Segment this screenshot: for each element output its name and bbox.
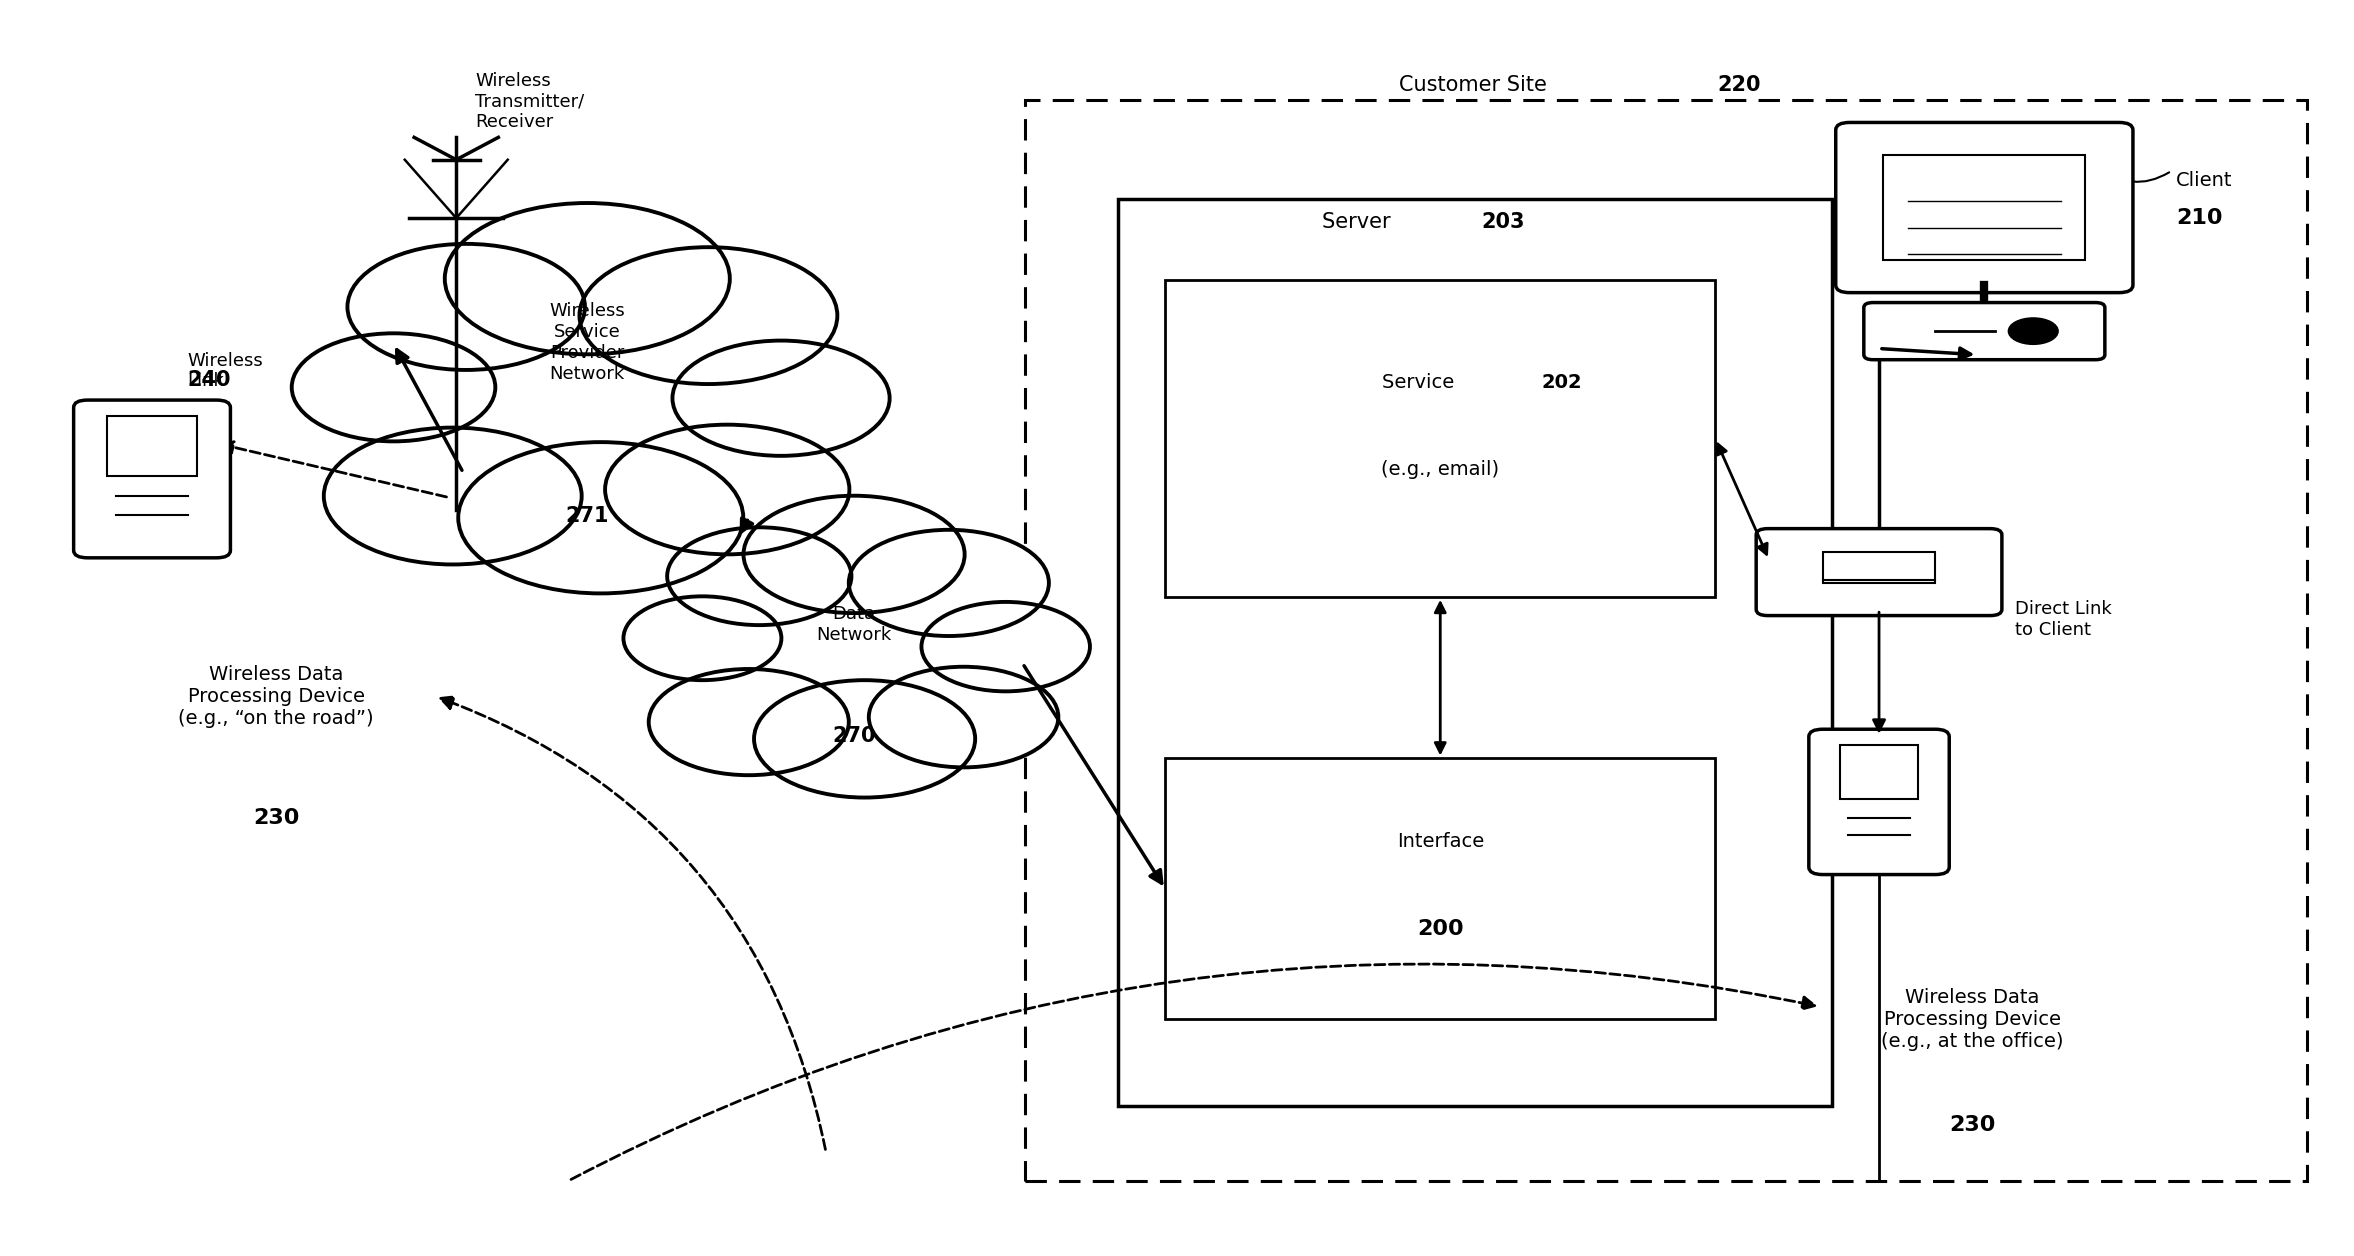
FancyArrowPatch shape xyxy=(440,697,826,1149)
Text: 270: 270 xyxy=(833,726,876,746)
Circle shape xyxy=(2008,318,2057,344)
Bar xyxy=(1118,200,1831,1107)
Circle shape xyxy=(325,427,581,564)
Bar xyxy=(1024,100,2307,1181)
FancyArrowPatch shape xyxy=(572,965,1815,1179)
Circle shape xyxy=(348,244,584,371)
Text: 230: 230 xyxy=(1949,1115,1996,1135)
Text: Server: Server xyxy=(1323,212,1398,232)
Circle shape xyxy=(744,496,965,613)
Text: 203: 203 xyxy=(1481,212,1525,232)
Text: 210: 210 xyxy=(2175,208,2222,229)
Circle shape xyxy=(445,203,730,354)
Text: 230: 230 xyxy=(252,808,299,828)
Bar xyxy=(1824,551,1935,583)
Circle shape xyxy=(753,681,975,798)
Text: Wireless
Link: Wireless Link xyxy=(186,352,264,391)
FancyBboxPatch shape xyxy=(1836,123,2133,293)
Circle shape xyxy=(650,669,850,775)
Text: Interface: Interface xyxy=(1396,833,1483,852)
Circle shape xyxy=(605,425,850,554)
Text: 220: 220 xyxy=(1718,75,1761,95)
Circle shape xyxy=(673,340,890,456)
Text: Customer Site: Customer Site xyxy=(1398,75,1554,95)
Text: Direct Link
to Client: Direct Link to Client xyxy=(2015,600,2112,639)
Circle shape xyxy=(920,602,1090,691)
Text: 200: 200 xyxy=(1417,918,1464,938)
Circle shape xyxy=(292,333,494,441)
FancyBboxPatch shape xyxy=(1864,303,2104,359)
Circle shape xyxy=(624,597,782,681)
FancyBboxPatch shape xyxy=(1756,529,2001,615)
Text: 240: 240 xyxy=(186,324,231,391)
Circle shape xyxy=(666,528,852,625)
Circle shape xyxy=(850,530,1050,636)
Bar xyxy=(1165,280,1716,597)
Circle shape xyxy=(459,442,744,593)
Bar xyxy=(1841,745,1919,799)
Text: Service: Service xyxy=(1382,373,1462,392)
Circle shape xyxy=(400,299,774,497)
Text: 202: 202 xyxy=(1542,373,1582,392)
Text: Data
Network: Data Network xyxy=(817,605,892,643)
Text: Client: Client xyxy=(2175,171,2232,191)
FancyBboxPatch shape xyxy=(1808,730,1949,874)
Text: (e.g., email): (e.g., email) xyxy=(1382,460,1499,479)
Bar xyxy=(106,416,198,476)
Text: Wireless
Service
Provider
Network: Wireless Service Provider Network xyxy=(548,303,626,383)
Text: Wireless Data
Processing Device
(e.g., “on the road”): Wireless Data Processing Device (e.g., “… xyxy=(179,666,374,728)
Circle shape xyxy=(709,570,998,723)
Bar xyxy=(1883,154,2086,260)
Bar xyxy=(1165,759,1716,1020)
FancyBboxPatch shape xyxy=(73,401,231,558)
Circle shape xyxy=(579,247,838,384)
Text: Wireless
Transmitter/
Receiver: Wireless Transmitter/ Receiver xyxy=(476,72,584,131)
Circle shape xyxy=(869,667,1059,767)
Text: 271: 271 xyxy=(565,506,610,526)
Text: Wireless Data
Processing Device
(e.g., at the office): Wireless Data Processing Device (e.g., a… xyxy=(1881,988,2064,1051)
